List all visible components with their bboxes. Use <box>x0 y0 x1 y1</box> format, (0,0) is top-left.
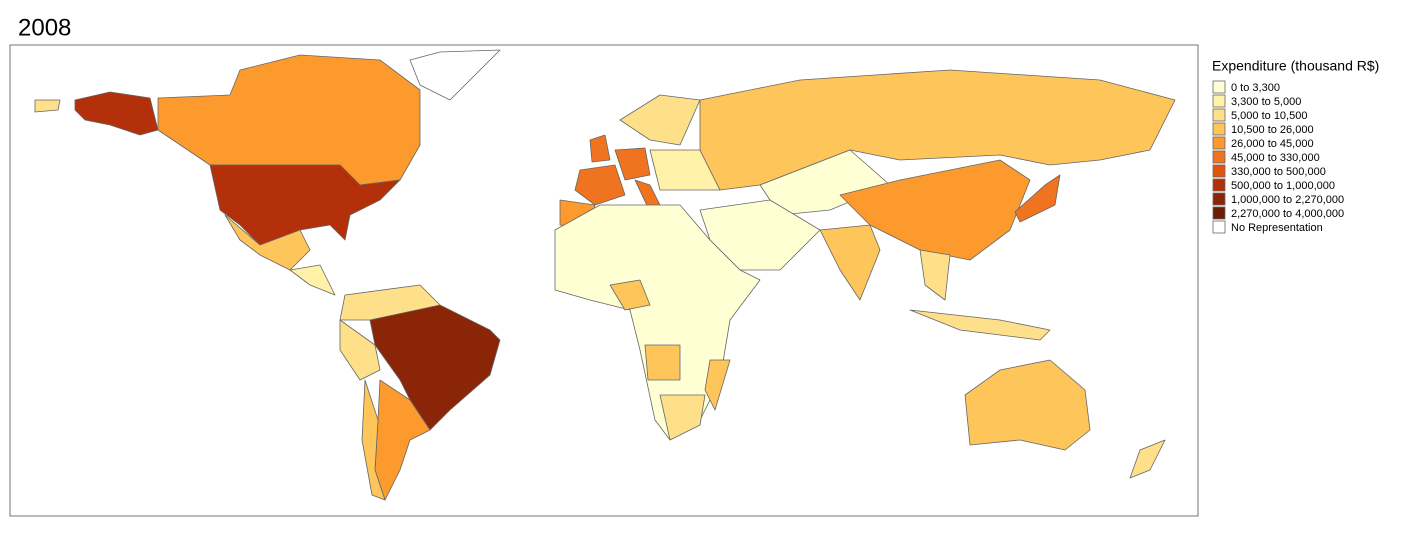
country <box>619 94 701 146</box>
legend-swatch <box>1212 122 1226 136</box>
legend-label: 500,000 to 1,000,000 <box>1231 180 1335 192</box>
legend-swatch <box>1212 220 1226 234</box>
country <box>409 49 501 101</box>
countries <box>34 49 1176 501</box>
legend-label: 330,000 to 500,000 <box>1231 166 1326 178</box>
legend-swatch <box>1212 192 1226 206</box>
legend-label: 2,270,000 to 4,000,000 <box>1231 208 1344 220</box>
legend-swatch <box>1212 164 1226 178</box>
legend-label: 1,000,000 to 2,270,000 <box>1231 194 1344 206</box>
country <box>919 249 951 301</box>
country <box>659 394 706 441</box>
legend-label: 0 to 3,300 <box>1231 82 1280 94</box>
country <box>614 147 651 181</box>
country <box>209 164 401 246</box>
country <box>909 309 1051 341</box>
legend-label: 3,300 to 5,000 <box>1231 96 1301 108</box>
country <box>361 379 386 501</box>
country <box>339 319 381 381</box>
legend-swatch <box>1212 108 1226 122</box>
country <box>1129 439 1166 479</box>
legend-label: 45,000 to 330,000 <box>1231 152 1320 164</box>
country <box>704 359 731 411</box>
country <box>224 214 311 271</box>
legend-label: 5,000 to 10,500 <box>1231 110 1307 122</box>
legend-label: 26,000 to 45,000 <box>1231 138 1314 150</box>
legend-swatch <box>1212 150 1226 164</box>
country <box>574 164 626 206</box>
country <box>644 344 681 381</box>
legend-label: 10,500 to 26,000 <box>1231 124 1314 136</box>
legend-swatch <box>1212 80 1226 94</box>
country <box>34 99 61 113</box>
legend-label: No Representation <box>1231 222 1323 234</box>
legend-swatch <box>1212 136 1226 150</box>
country <box>839 159 1031 261</box>
country <box>964 359 1091 451</box>
legend-swatch <box>1212 178 1226 192</box>
country <box>1014 174 1061 223</box>
legend-swatch <box>1212 94 1226 108</box>
country <box>369 304 501 431</box>
legend-swatch <box>1212 206 1226 220</box>
country <box>819 224 881 301</box>
legend: 0 to 3,300 3,300 to 5,000 5,000 to 10,500 1… <box>1212 80 1344 234</box>
country <box>609 279 651 311</box>
map-title: 2008 <box>18 14 71 41</box>
country <box>289 264 336 296</box>
country <box>699 69 1176 191</box>
legend-title: Expenditure (thousand R$) <box>1212 58 1379 74</box>
country <box>589 134 611 163</box>
country <box>74 91 159 136</box>
